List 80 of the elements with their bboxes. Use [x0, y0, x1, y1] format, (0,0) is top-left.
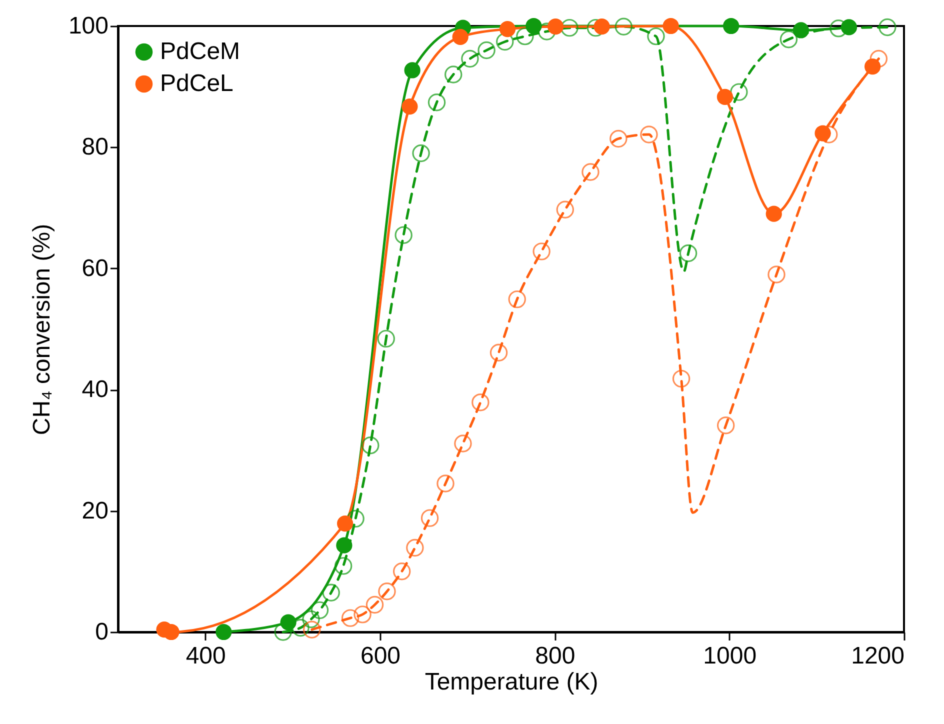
point [792, 22, 810, 38]
x-axis-title: Temperature (K) [424, 668, 598, 696]
point [532, 242, 550, 260]
point [420, 509, 439, 527]
point [556, 200, 574, 218]
y-tick-label: 80 [82, 134, 108, 161]
y-tick-label: 100 [68, 12, 108, 40]
point [594, 18, 610, 35]
point [362, 436, 380, 454]
legend-label: PdCeM [160, 38, 240, 65]
point [428, 94, 446, 112]
x-tick-label: 800 [535, 642, 576, 670]
point [452, 28, 468, 45]
point [394, 226, 412, 244]
point [723, 18, 740, 34]
x-tick-label: 1000 [703, 642, 757, 670]
point [614, 18, 633, 36]
point [412, 144, 430, 162]
point [679, 244, 698, 262]
point [640, 126, 658, 144]
point [341, 609, 360, 627]
legend-label: PdCeL [160, 70, 234, 97]
point [404, 62, 420, 78]
point [870, 50, 888, 68]
point [526, 18, 542, 34]
point [766, 206, 782, 222]
point [672, 370, 690, 388]
point [478, 41, 496, 60]
point [377, 330, 395, 348]
point [406, 538, 424, 557]
point [610, 130, 628, 148]
point [334, 557, 352, 575]
point [216, 624, 232, 640]
point [496, 32, 514, 51]
point [516, 27, 534, 46]
point [336, 537, 352, 554]
point [444, 66, 462, 84]
point [302, 610, 320, 628]
point [392, 562, 411, 580]
point [647, 27, 665, 46]
point [354, 606, 372, 624]
point [780, 30, 798, 48]
point [303, 620, 321, 638]
point [163, 624, 180, 640]
point [454, 434, 472, 452]
point [322, 584, 340, 602]
point [662, 18, 679, 34]
point [768, 266, 786, 284]
point [310, 601, 329, 620]
point [490, 344, 508, 362]
point [402, 98, 418, 115]
x-tick-label: 600 [360, 642, 401, 670]
y-tick-label: 0 [95, 618, 108, 646]
y-axis-title: CH₄ conversion (%) [28, 224, 56, 436]
point [716, 88, 734, 105]
point [814, 125, 831, 142]
point [547, 18, 564, 35]
point [582, 163, 600, 181]
point [280, 614, 296, 630]
point [864, 58, 881, 75]
point [730, 83, 748, 101]
point [716, 416, 735, 434]
point [436, 474, 454, 492]
point [378, 582, 396, 600]
x-tick-label: 1200 [851, 642, 904, 670]
y-tick-label: 20 [82, 497, 108, 524]
point [346, 510, 364, 528]
point [878, 18, 896, 36]
point [560, 18, 578, 37]
point [292, 618, 310, 637]
point [499, 20, 516, 38]
point [461, 50, 479, 68]
point [366, 596, 384, 614]
point [337, 515, 354, 532]
y-tick-label: 40 [82, 376, 108, 404]
x-tick-label: 400 [186, 642, 226, 670]
point [840, 19, 858, 36]
point [508, 290, 526, 308]
y-tick-label: 60 [82, 254, 108, 282]
point [472, 393, 490, 412]
